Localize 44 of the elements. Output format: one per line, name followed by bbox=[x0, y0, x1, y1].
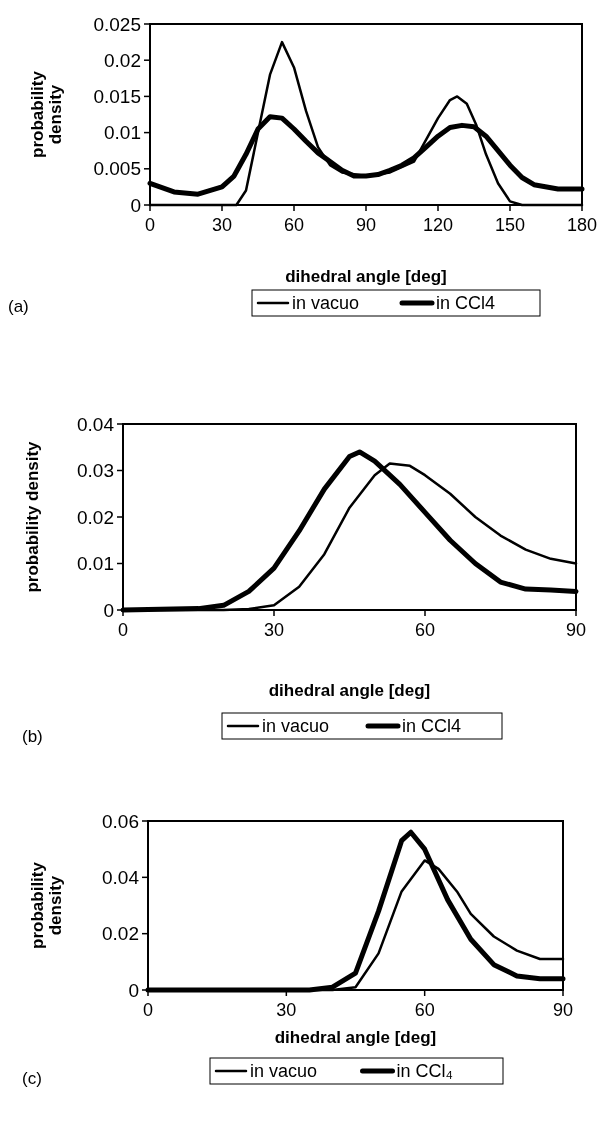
y-tick-label: 0.06 bbox=[102, 810, 139, 832]
x-tick-label: 90 bbox=[565, 620, 587, 640]
x-tick-label: 0 bbox=[144, 215, 156, 235]
legend-label: in CCl4 bbox=[436, 293, 496, 314]
x-axis-title: dihedral angle [deg] bbox=[268, 681, 431, 700]
x-tick-label: 120 bbox=[422, 215, 454, 235]
x-tick-label: 90 bbox=[552, 1000, 574, 1020]
y-tick-label: 0.01 bbox=[104, 122, 141, 144]
x-tick-label: 90 bbox=[355, 215, 377, 235]
x-tick-label: 60 bbox=[414, 620, 436, 640]
x-axis-title: dihedral angle [deg] bbox=[285, 267, 447, 286]
y-tick-label: 0.03 bbox=[77, 460, 114, 482]
y-tick-label: 0.01 bbox=[77, 553, 114, 575]
y-axis-title: probability density bbox=[22, 440, 42, 593]
legend-label: in vacuo bbox=[292, 293, 360, 314]
text: (c) bbox=[22, 1069, 42, 1088]
x-tick-label: 60 bbox=[414, 1000, 435, 1020]
legend-label: in vacuo bbox=[262, 716, 330, 737]
legend-label: in CCl4 bbox=[402, 716, 462, 737]
y-tick-label: 0 bbox=[130, 194, 141, 216]
y-tick-label: 0.005 bbox=[93, 158, 141, 180]
x-tick-label: 30 bbox=[276, 1000, 297, 1020]
text: (b) bbox=[22, 727, 43, 746]
x-tick-label: 60 bbox=[283, 215, 305, 235]
legend-label: in vacuo bbox=[250, 1061, 318, 1082]
x-tick-label: 180 bbox=[566, 215, 598, 235]
x-tick-label: 30 bbox=[263, 620, 285, 640]
x-tick-label: 0 bbox=[142, 1000, 154, 1020]
y-tick-label: 0 bbox=[103, 599, 114, 621]
y-tick-label: 0.04 bbox=[102, 866, 140, 888]
y-tick-label: 0.025 bbox=[93, 13, 141, 35]
x-tick-label: 150 bbox=[494, 215, 526, 235]
y-tick-label: 0 bbox=[128, 979, 139, 1001]
y-axis-title: probability density bbox=[28, 861, 66, 949]
y-axis-title: probability density bbox=[28, 70, 66, 158]
y-tick-label: 0.04 bbox=[77, 413, 115, 435]
y-tick-label: 0.02 bbox=[104, 49, 141, 71]
y-tick-label: 0.02 bbox=[77, 506, 114, 528]
x-tick-label: 30 bbox=[211, 215, 233, 235]
legend-label: in CCl₄ bbox=[396, 1061, 453, 1082]
text: (a) bbox=[8, 297, 29, 316]
y-tick-label: 0.015 bbox=[93, 86, 141, 108]
x-axis-title: dihedral angle [deg] bbox=[274, 1028, 437, 1047]
y-tick-label: 0.02 bbox=[102, 923, 139, 945]
